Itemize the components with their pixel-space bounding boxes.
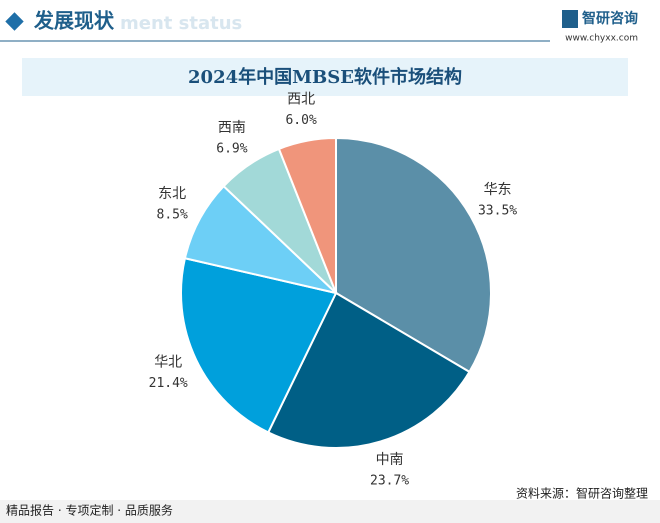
slice-name: 中南 xyxy=(376,452,404,468)
pie-slice xyxy=(266,291,471,449)
slice-name: 华东 xyxy=(484,182,512,198)
header-watermark: ment status xyxy=(120,13,242,34)
pie-slice xyxy=(277,136,337,294)
slice-value-label: 21.4% xyxy=(149,376,188,391)
footer-bar xyxy=(0,500,660,523)
slice-value-label: 23.7% xyxy=(370,474,409,489)
pie-slice xyxy=(180,257,338,434)
header-title: 发展现状 xyxy=(33,9,115,33)
slice-name: 华北 xyxy=(154,354,182,370)
slice-value-label: 33.5% xyxy=(478,203,517,218)
slice-name: 东北 xyxy=(158,186,186,202)
slice-value-label: 6.9% xyxy=(216,141,247,156)
header-icon xyxy=(5,12,24,31)
slice-value-label: 8.5% xyxy=(157,207,188,222)
pie-slice xyxy=(335,136,492,374)
footer-slogan: 精品报告 · 专项定制 · 品质服务 xyxy=(6,503,173,518)
pie: 华东 33.5% 中南 23.7% 华北 21.4% 东北 8.5% 西南 6.9% 西北 6.0% xyxy=(149,91,518,488)
source-note: 资料来源：智研咨询整理 xyxy=(516,486,648,501)
brand-name: 智研咨询 xyxy=(581,10,638,27)
chart-title: 2024年中国MBSE软件市场结构 xyxy=(188,66,462,88)
title-banner xyxy=(22,58,628,96)
slice-name: 西南 xyxy=(218,120,246,136)
slice-name: 西北 xyxy=(287,91,315,107)
brand-logo xyxy=(562,10,578,28)
brand-url: www.chyxx.com xyxy=(565,34,638,44)
slice-value-label: 6.0% xyxy=(285,113,316,128)
